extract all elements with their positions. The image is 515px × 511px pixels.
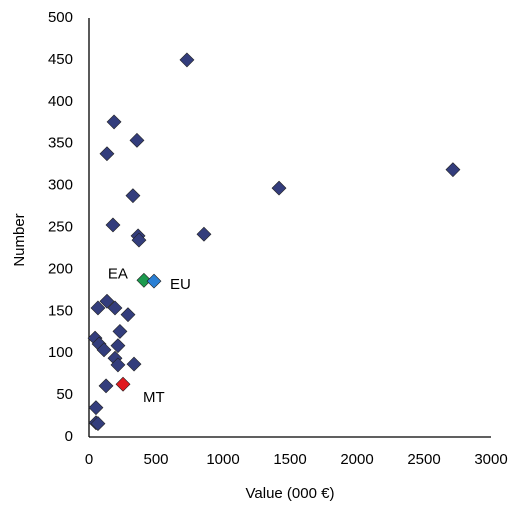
scatter-point <box>96 342 112 358</box>
x-axis-title: Value (000 €) <box>246 485 335 502</box>
y-tick-label: 250 <box>48 218 73 235</box>
scatter-point <box>179 52 195 68</box>
scatter-point <box>106 114 122 130</box>
scatter-point <box>105 217 121 233</box>
x-tick-label: 2000 <box>340 451 373 468</box>
y-tick-label: 100 <box>48 344 73 361</box>
y-tick-label: 0 <box>65 428 73 445</box>
scatter-point <box>88 400 104 416</box>
scatter-point <box>107 300 123 316</box>
point-label: EU <box>170 276 191 293</box>
scatter-point <box>136 272 152 288</box>
scatter-point <box>99 146 115 162</box>
x-tick-label: 500 <box>143 451 168 468</box>
scatter-point <box>90 416 106 432</box>
y-tick-label: 150 <box>48 302 73 319</box>
scatter-point <box>126 356 142 372</box>
point-label: EA <box>108 265 128 282</box>
y-tick-label: 350 <box>48 135 73 152</box>
x-tick-label: 1000 <box>206 451 239 468</box>
point-label: MT <box>143 389 165 406</box>
scatter-point <box>90 300 106 316</box>
y-tick-label: 50 <box>56 386 73 403</box>
y-tick-label: 200 <box>48 260 73 277</box>
scatter-point <box>196 226 212 242</box>
scatter-point <box>110 357 126 373</box>
x-tick-label: 3000 <box>474 451 507 468</box>
scatter-point <box>129 132 145 148</box>
y-tick-label: 500 <box>48 9 73 26</box>
x-tick-label: 2500 <box>407 451 440 468</box>
scatter-point <box>115 376 131 392</box>
scatter-point <box>271 180 287 196</box>
scatter-point <box>125 188 141 204</box>
scatter-point <box>445 162 461 178</box>
y-tick-label: 450 <box>48 51 73 68</box>
scatter-point <box>131 232 147 248</box>
y-axis-title: Number <box>11 213 28 266</box>
scatter-point <box>110 338 126 354</box>
scatter-point <box>99 293 115 309</box>
scatter-point <box>112 323 128 339</box>
y-tick-label: 300 <box>48 177 73 194</box>
scatter-point <box>146 273 162 289</box>
x-tick-label: 0 <box>85 451 93 468</box>
scatter-point <box>120 307 136 323</box>
y-tick-label: 400 <box>48 93 73 110</box>
x-tick-label: 1500 <box>273 451 306 468</box>
scatter-point <box>98 378 114 394</box>
